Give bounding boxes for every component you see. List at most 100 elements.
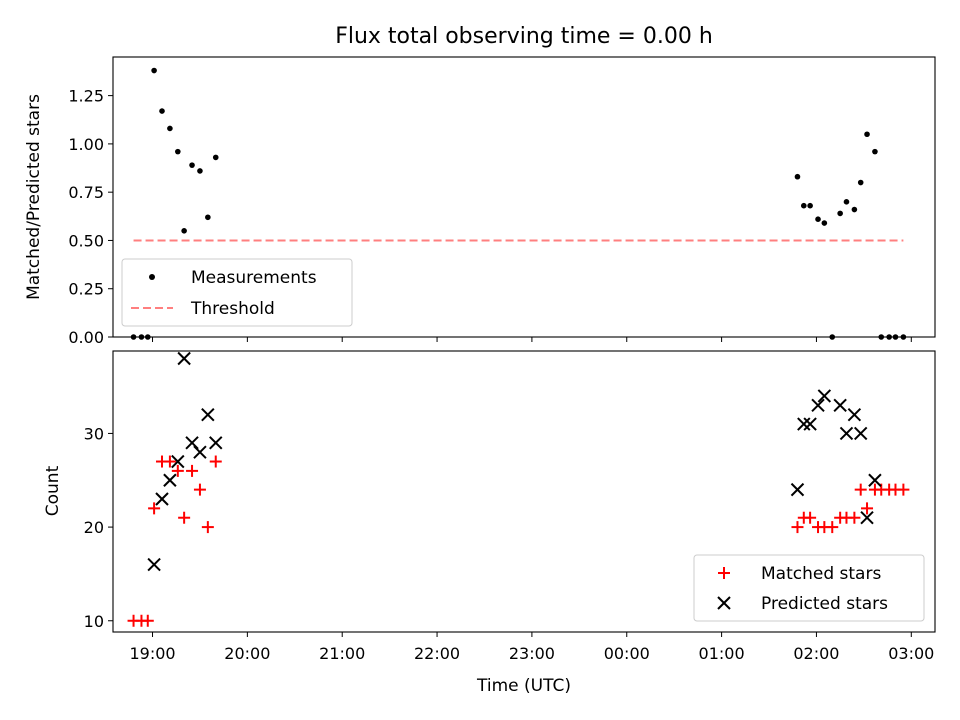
x-tick-label: 00:00 <box>604 644 650 663</box>
measurement-point <box>864 131 870 138</box>
predicted-star-marker <box>201 407 215 422</box>
top-x-ticks <box>152 337 912 342</box>
predicted-star-marker <box>797 417 811 431</box>
predicted-star-marker <box>147 557 161 572</box>
measurement-point <box>197 168 203 174</box>
top-y-tick-label: 0.00 <box>68 328 104 347</box>
top-y-tick-label: 0.75 <box>68 183 104 202</box>
measurement-point <box>151 67 157 74</box>
measurement-point <box>837 210 843 217</box>
predicted-star-marker <box>171 454 185 469</box>
matched-star-marker <box>791 521 804 534</box>
top-y-tick-label: 1.25 <box>68 87 104 106</box>
measurement-point <box>212 154 219 161</box>
predicted-star-marker <box>839 426 854 441</box>
measurement-point <box>181 227 187 234</box>
measurement-point <box>800 202 807 209</box>
top-y-tick-label: 0.50 <box>68 231 104 250</box>
predicted-star-marker <box>811 398 825 413</box>
measurement-point <box>821 220 828 226</box>
top-plot-area <box>130 67 907 340</box>
measurement-point <box>843 199 850 205</box>
matched-star-marker <box>186 464 199 477</box>
top-y-ticks: 0.00 0.25 0.50 0.75 1.00 1.25 <box>68 87 113 347</box>
threshold-legend-label: Threshold <box>190 299 275 319</box>
predicted-star-marker <box>177 351 191 366</box>
matched-star-marker <box>148 502 161 515</box>
predicted-star-marker <box>163 473 177 487</box>
matched-star-marker <box>141 614 154 627</box>
top-y-axis-label: Matched/Predicted stars <box>24 94 44 300</box>
measurement-point <box>872 148 878 155</box>
predicted-star-marker <box>185 436 199 450</box>
top-panel: 0.00 0.25 0.50 0.75 1.00 1.25 Matched/Predict… <box>24 56 936 347</box>
top-y-tick-label: 0.25 <box>68 280 104 299</box>
x-tick-label: 03:00 <box>888 644 934 663</box>
bottom-legend-box <box>693 554 925 622</box>
predicted-star-marker <box>193 445 207 459</box>
matched-star-marker <box>826 521 839 534</box>
bottom-legend: Matched stars Predicted stars <box>693 554 925 622</box>
predicted-legend-label: Predicted stars <box>761 594 888 614</box>
matched-star-marker <box>854 483 867 496</box>
matched-star-marker <box>178 511 191 524</box>
predicted-star-marker <box>853 426 868 441</box>
bottom-axes-frame <box>112 350 936 633</box>
matched-star-marker <box>163 455 176 468</box>
matched-star-marker <box>209 455 222 468</box>
measurement-point <box>159 108 165 114</box>
predicted-star-marker <box>155 492 169 506</box>
predicted-star-marker <box>817 389 832 403</box>
matched-star-marker <box>201 521 214 534</box>
matched-star-marker <box>897 483 910 496</box>
top-legend-box <box>121 258 353 327</box>
bottom-plot-area <box>127 351 910 720</box>
x-axis-label: Time (UTC) <box>476 676 571 696</box>
x-tick-label: 02:00 <box>793 644 839 663</box>
predicted-star-marker <box>833 398 847 413</box>
matched-star-marker <box>848 511 861 524</box>
measurement-point <box>794 173 801 180</box>
measurements-legend-label: Measurements <box>191 268 317 288</box>
bottom-y-axis-label: Count <box>43 465 63 516</box>
x-tick-label: 22:00 <box>414 644 460 663</box>
predicted-legend-marker <box>717 596 731 610</box>
bottom-x-ticks: 19:00 20:00 21:00 22:00 23:00 00:00 01:00 02:00… <box>129 632 934 663</box>
bottom-y-tick-label: 30 <box>84 424 104 443</box>
predicted-star-marker <box>847 407 862 422</box>
predicted-star-marker <box>209 436 223 450</box>
predicted-star-marker <box>803 417 817 431</box>
predicted-star-marker <box>790 482 805 497</box>
matched-legend-label: Matched stars <box>761 564 881 584</box>
measurement-point <box>807 202 813 209</box>
measurement-point <box>167 125 173 132</box>
x-tick-label: 19:00 <box>129 644 175 663</box>
measurements-legend-marker <box>149 274 155 280</box>
measurement-point <box>851 206 858 213</box>
matched-star-marker <box>804 511 817 524</box>
x-tick-label: 23:00 <box>509 644 555 663</box>
bottom-y-tick-label: 10 <box>84 612 104 631</box>
bottom-markers <box>127 351 910 720</box>
matched-star-marker <box>171 464 184 477</box>
top-legend: Measurements Threshold <box>121 258 353 327</box>
top-axes-frame <box>112 56 936 338</box>
predicted-star-marker <box>860 511 874 525</box>
matched-star-marker <box>861 502 874 515</box>
x-tick-label: 01:00 <box>699 644 745 663</box>
matched-star-marker <box>193 483 206 496</box>
x-tick-label: 21:00 <box>319 644 365 663</box>
x-tick-label: 20:00 <box>224 644 270 663</box>
matched-legend-marker <box>718 567 730 579</box>
bottom-panel: 10 20 30 19:00 20:00 21:00 22:00 23:00 00:00 01:… <box>43 350 936 720</box>
top-y-tick-label: 1.00 <box>68 135 104 154</box>
predicted-star-marker <box>868 473 882 487</box>
measurement-point <box>815 216 821 223</box>
chart-title: Flux total observing time = 0.00 h <box>335 24 713 49</box>
predicted-star-marker <box>826 708 838 720</box>
measurement-point <box>175 148 181 155</box>
measurement-point <box>189 162 195 168</box>
bottom-y-ticks: 10 20 30 <box>84 424 113 631</box>
bottom-y-tick-label: 20 <box>84 518 104 537</box>
